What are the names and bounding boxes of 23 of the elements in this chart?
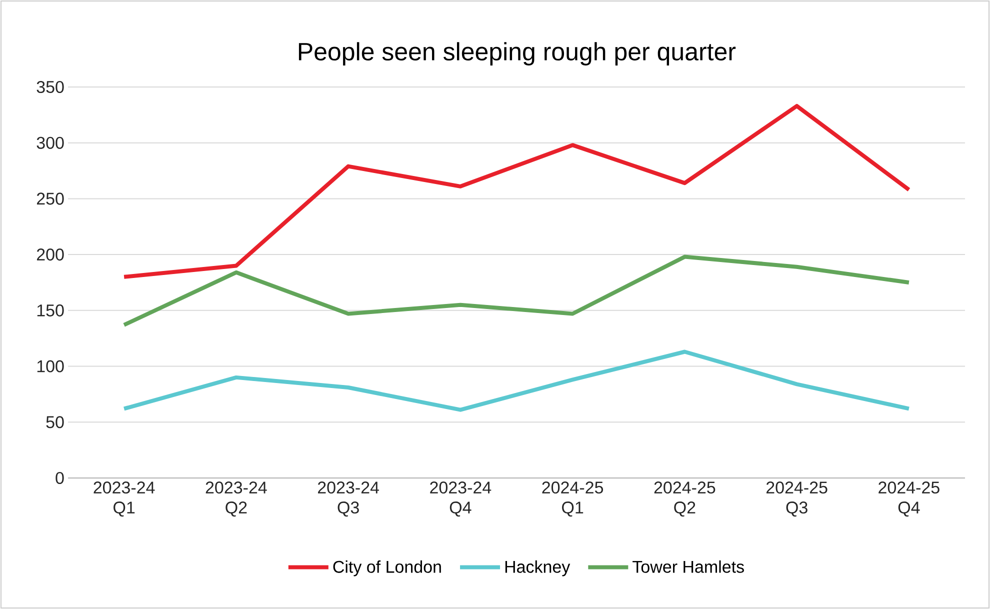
x-tick-label: 2024-25 Q3 bbox=[766, 482, 828, 517]
y-tick-label: 100 bbox=[37, 360, 64, 372]
legend-label: Tower Hamlets bbox=[632, 560, 744, 573]
y-tick-label: 300 bbox=[36, 136, 64, 149]
x-tick-label: 2023-24 Q1 bbox=[94, 482, 155, 517]
legend-label: Hackney bbox=[505, 560, 570, 576]
line-series bbox=[122, 254, 911, 327]
x-tick-label: 2023-24 Q2 bbox=[206, 482, 267, 517]
y-tick-label: 50 bbox=[46, 416, 64, 428]
y-tick-label: 150 bbox=[37, 304, 64, 316]
x-tick-label: 2023-24 Q3 bbox=[318, 482, 379, 517]
line-series bbox=[122, 104, 911, 279]
x-tick-label: 2024-25 Q4 bbox=[878, 482, 940, 517]
x-tick-label: 2023-24 Q4 bbox=[430, 482, 492, 517]
y-tick-label: 200 bbox=[36, 248, 64, 261]
y-tick-label: 0 bbox=[56, 472, 64, 484]
y-tick-label: 350 bbox=[36, 80, 64, 94]
line-series bbox=[122, 350, 911, 412]
chart-title: People seen sleeping rough per quarter bbox=[298, 42, 736, 66]
x-tick-label: 2024-25 Q2 bbox=[654, 482, 716, 517]
x-tick-label: 2024-25 Q1 bbox=[542, 482, 604, 517]
legend-label: City of London bbox=[333, 560, 441, 576]
y-tick-label: 250 bbox=[36, 192, 64, 205]
